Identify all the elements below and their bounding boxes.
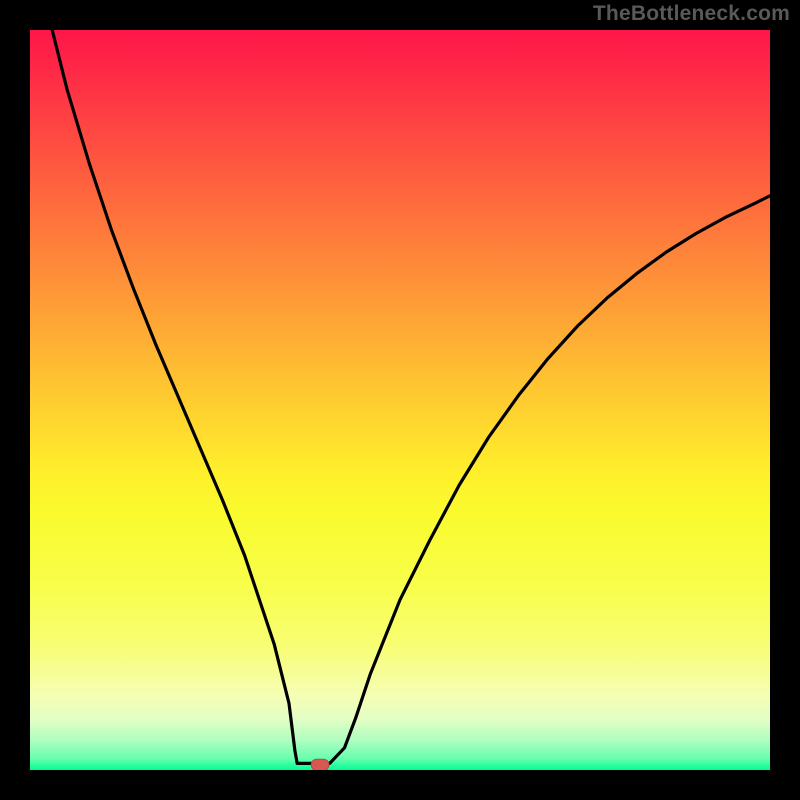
chart-frame: TheBottleneck.com	[0, 0, 800, 800]
chart-svg	[30, 30, 770, 770]
plot-area	[30, 30, 770, 770]
optimum-marker	[311, 759, 329, 770]
gradient-background	[30, 30, 770, 770]
watermark-text: TheBottleneck.com	[593, 2, 790, 26]
